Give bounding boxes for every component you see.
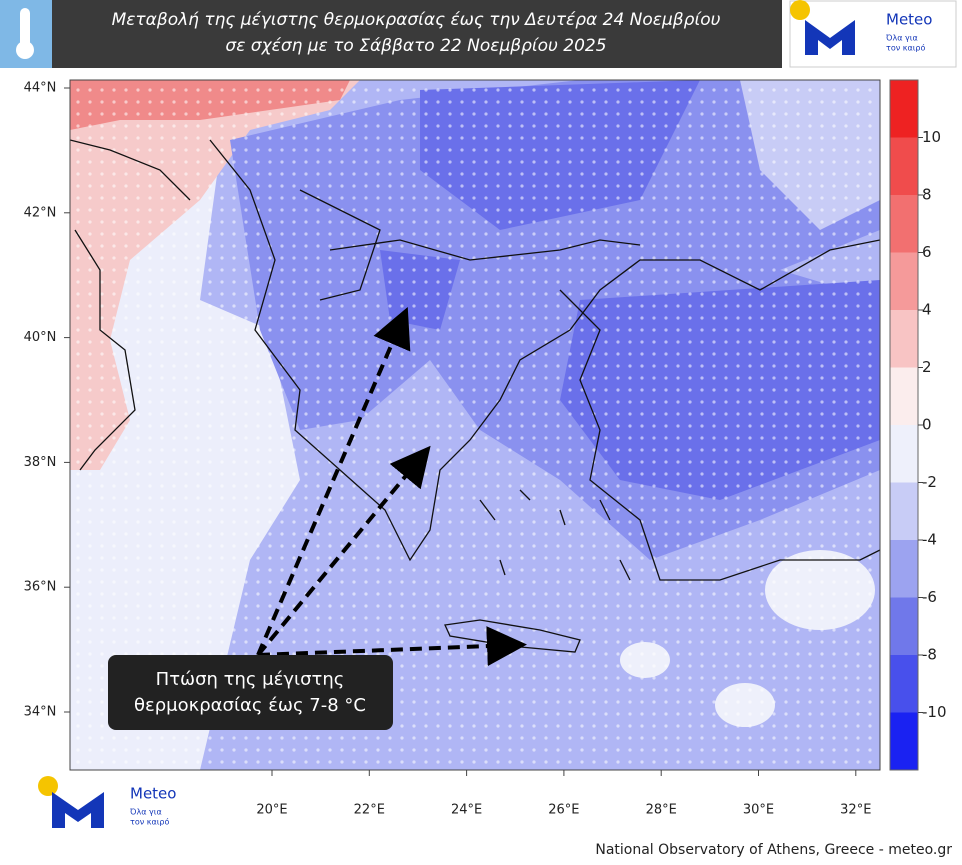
annotation-box <box>108 655 393 730</box>
logo-mark <box>52 792 104 828</box>
logo-slogan: τον καιρό <box>886 43 925 53</box>
colorbar-band <box>890 540 918 598</box>
colorbar-tick-label: 8 <box>922 186 932 204</box>
colorbar-band <box>890 195 918 253</box>
logo-box <box>789 0 957 68</box>
footer: National Observatory of Athens, Greece -… <box>595 842 952 858</box>
colorbar-band <box>890 252 918 310</box>
colorbar-tick-label: -8 <box>922 646 937 664</box>
lon-label: 20°E <box>256 803 287 818</box>
colorbar-band <box>890 712 918 770</box>
colorbar-band <box>890 310 918 368</box>
lat-label: 36°N <box>24 580 57 595</box>
colorbar: 10 8 6 4 2 0 -2 -4 -6 -8 -10 <box>889 79 947 771</box>
colorbar-tick-label: -6 <box>922 588 937 606</box>
arrows <box>256 306 527 667</box>
colorbar-band <box>890 655 918 713</box>
colorbar-tick-label: -10 <box>922 703 947 721</box>
colorbar-band <box>890 137 918 195</box>
logo-mark <box>805 20 855 55</box>
colorbar-tick-label: 6 <box>922 243 932 261</box>
logo-slogan: Όλα για <box>129 807 162 817</box>
lat-label: 42°N <box>24 205 57 220</box>
colorbar-tick-label: 0 <box>922 416 932 434</box>
lat-labels: 44°N 42°N 40°N 38°N 36°N 34°N <box>24 81 70 720</box>
logo-name: Meteo <box>130 785 176 803</box>
title-line: Μεταβολή της μέγιστης θερμοκρασίας έως τ… <box>112 10 721 30</box>
annotation: Πτώση της μέγιστης <box>156 669 345 690</box>
colorbar-tick-label: -2 <box>922 473 937 491</box>
lon-label: 22°E <box>354 803 385 818</box>
lat-label: 38°N <box>24 455 57 470</box>
annotation: θερμοκρασίας έως 7-8 °C <box>134 695 366 716</box>
thermo-icon <box>20 8 30 48</box>
header-bar <box>0 0 782 68</box>
colorbar-band <box>890 597 918 655</box>
colorbar-band <box>890 80 918 138</box>
lon-label: 30°E <box>743 803 774 818</box>
map-frame <box>69 79 881 771</box>
colorbar-tick-label: 10 <box>922 128 941 146</box>
title-line: σε σχέση με το Σάββατο 22 Νοεμβρίου 2025 <box>225 36 606 56</box>
thermo-bulb <box>16 41 34 59</box>
lat-label: 40°N <box>24 330 57 345</box>
logo-slogan: Όλα για <box>885 33 918 43</box>
logo-name: Meteo <box>886 11 932 29</box>
lon-label: 26°E <box>548 803 579 818</box>
colorbar-tick-label: 4 <box>922 301 932 319</box>
lon-label: 24°E <box>451 803 482 818</box>
lon-label: 28°E <box>646 803 677 818</box>
coastlines <box>70 139 880 653</box>
colorbar-band <box>890 425 918 483</box>
colorbar-tick-label: 2 <box>922 358 932 376</box>
colorbar-tick-label: -4 <box>922 531 937 549</box>
lon-labels: 20°E 22°E 24°E 26°E 28°E 30°E 32°E <box>256 770 871 818</box>
colorbar-band <box>890 367 918 425</box>
lon-label: 32°E <box>840 803 871 818</box>
lat-label: 44°N <box>24 81 57 96</box>
colorbar-band <box>890 482 918 540</box>
lat-label: 34°N <box>24 705 57 720</box>
logo-slogan: τον καιρό <box>130 817 169 827</box>
logo-sun <box>38 776 58 796</box>
logo-sun <box>790 0 810 20</box>
